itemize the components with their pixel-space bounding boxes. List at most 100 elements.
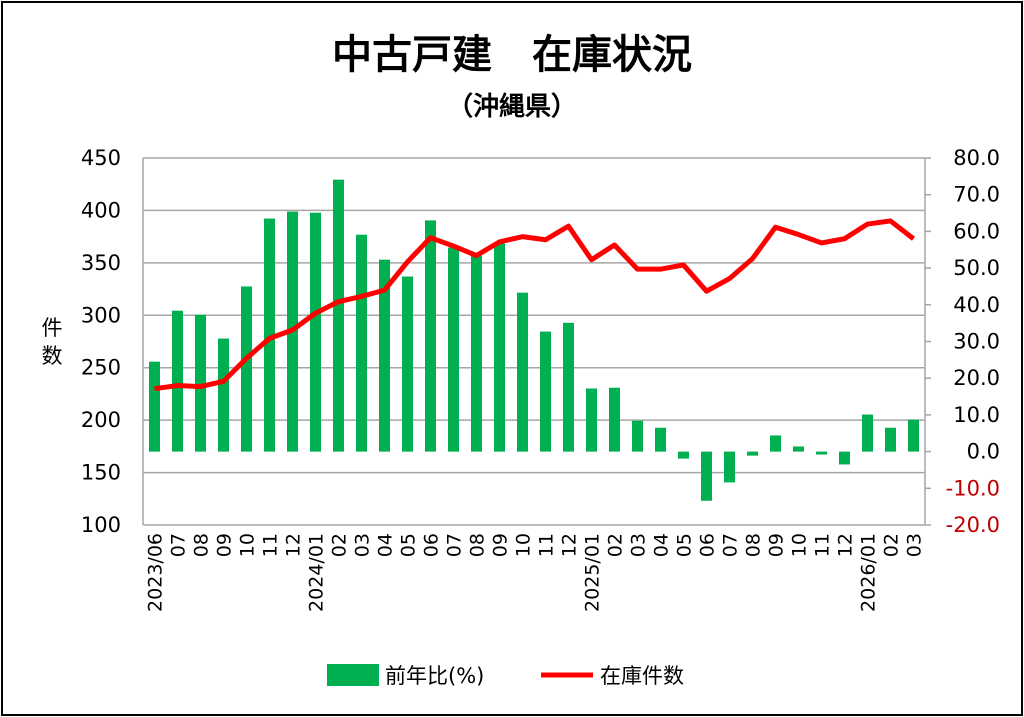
- x-tick-label: 05: [398, 533, 420, 557]
- x-tick-label: 02: [605, 533, 627, 557]
- left-tick-label: 250: [81, 356, 121, 380]
- bar: [908, 419, 919, 452]
- x-tick-label: 07: [168, 533, 190, 557]
- bar: [540, 331, 551, 452]
- bar: [586, 388, 597, 452]
- x-axis-ticks: 2023/06 07 08 09 10 11 12 2024/01 02 03 04 05 06 07 08…: [145, 533, 926, 612]
- x-tick-label: 10: [237, 533, 259, 557]
- left-tick-label: 150: [81, 461, 121, 485]
- left-tick-label: 200: [81, 408, 121, 432]
- bar: [264, 218, 275, 452]
- right-tick-label: -10.0: [946, 476, 1000, 500]
- legend: 前年比(%) 在庫件数: [327, 664, 684, 688]
- left-axis-ticks: 450 400 350 300 250 200 150 100: [81, 146, 121, 537]
- right-tick-label: 20.0: [953, 366, 1000, 390]
- right-tick-label: 80.0: [953, 146, 1000, 170]
- right-tick-label: 10.0: [953, 403, 1000, 427]
- bar: [195, 314, 206, 452]
- line-series: [154, 218, 916, 392]
- x-tick-label: 2023/06: [145, 533, 167, 612]
- bar: [494, 243, 505, 452]
- left-tick-label: 100: [81, 513, 121, 537]
- y-axis-label: 件数: [42, 316, 63, 368]
- bar: [172, 310, 183, 452]
- bar: [816, 451, 827, 455]
- bar: [632, 420, 643, 452]
- x-tick-label: 07: [444, 533, 466, 557]
- x-tick-label: 2024/01: [306, 533, 328, 612]
- x-tick-label: 11: [536, 533, 558, 557]
- x-tick-label: 03: [904, 533, 926, 557]
- x-tick-label: 12: [835, 533, 857, 557]
- left-tick-label: 350: [81, 251, 121, 275]
- bar: [448, 247, 459, 452]
- bar: [149, 361, 160, 452]
- bar: [724, 451, 735, 483]
- x-tick-label: 05: [674, 533, 696, 557]
- legend-label-bar: 前年比(%): [385, 664, 484, 688]
- x-tick-label: 2026/01: [858, 533, 880, 612]
- x-tick-label: 04: [651, 533, 673, 557]
- bar: [425, 220, 436, 452]
- x-tick-label: 08: [191, 533, 213, 557]
- bar: [770, 435, 781, 452]
- bar: [402, 276, 413, 452]
- right-tick-label: 30.0: [953, 330, 1000, 354]
- x-tick-label: 07: [720, 533, 742, 557]
- bar: [379, 259, 390, 452]
- bar: [356, 234, 367, 452]
- x-tick-label: 09: [766, 533, 788, 557]
- x-tick-label: 2025/01: [582, 533, 604, 612]
- x-tick-label: 11: [812, 533, 834, 557]
- left-tick-label: 450: [81, 146, 121, 170]
- bar: [862, 414, 873, 452]
- chart-title: 中古戸建 在庫状況: [332, 32, 692, 78]
- x-tick-label: 08: [467, 533, 489, 557]
- x-tick-label: 04: [375, 533, 397, 557]
- x-tick-label: 06: [421, 533, 443, 557]
- bar: [678, 451, 689, 459]
- right-tick-label: 70.0: [953, 183, 1000, 207]
- bar: [747, 451, 758, 456]
- bar: [839, 451, 850, 465]
- x-tick-label: 03: [628, 533, 650, 557]
- bar: [885, 427, 896, 452]
- line-path: [154, 218, 916, 392]
- gridlines: [142, 157, 931, 526]
- bar: [241, 286, 252, 452]
- chart-subtitle: （沖縄県）: [447, 92, 577, 122]
- bar: [563, 322, 574, 452]
- y-axis-label-char: 数: [42, 344, 63, 368]
- x-tick-label: 06: [697, 533, 719, 557]
- right-tick-label: -20.0: [946, 513, 1000, 537]
- bar: [609, 387, 620, 452]
- x-tick-label: 03: [352, 533, 374, 557]
- left-tick-label: 300: [81, 303, 121, 327]
- bar: [333, 179, 344, 452]
- y-axis-label-char: 件: [42, 316, 63, 340]
- x-tick-label: 12: [559, 533, 581, 557]
- x-tick-label: 09: [214, 533, 236, 557]
- x-tick-label: 02: [881, 533, 903, 557]
- x-tick-label: 09: [490, 533, 512, 557]
- legend-swatch-bar: [327, 664, 379, 686]
- bar: [517, 292, 528, 452]
- x-tick-label: 12: [283, 533, 305, 557]
- bar: [218, 338, 229, 452]
- bar: [310, 212, 321, 452]
- bar: [793, 446, 804, 452]
- right-tick-label: 0.0: [967, 440, 1000, 464]
- right-axis-ticks: 80.0 70.0 60.0 50.0 40.0 30.0 20.0 10.0 0.0 -10.0…: [946, 146, 1000, 537]
- x-tick-label: 02: [329, 533, 351, 557]
- bar: [701, 451, 712, 501]
- x-tick-label: 11: [260, 533, 282, 557]
- right-tick-label: 60.0: [953, 219, 1000, 243]
- bar: [471, 255, 482, 452]
- legend-label-line: 在庫件数: [600, 664, 684, 688]
- right-tick-label: 50.0: [953, 256, 1000, 280]
- x-tick-label: 08: [743, 533, 765, 557]
- right-tick-label: 40.0: [953, 293, 1000, 317]
- x-tick-label: 10: [789, 533, 811, 557]
